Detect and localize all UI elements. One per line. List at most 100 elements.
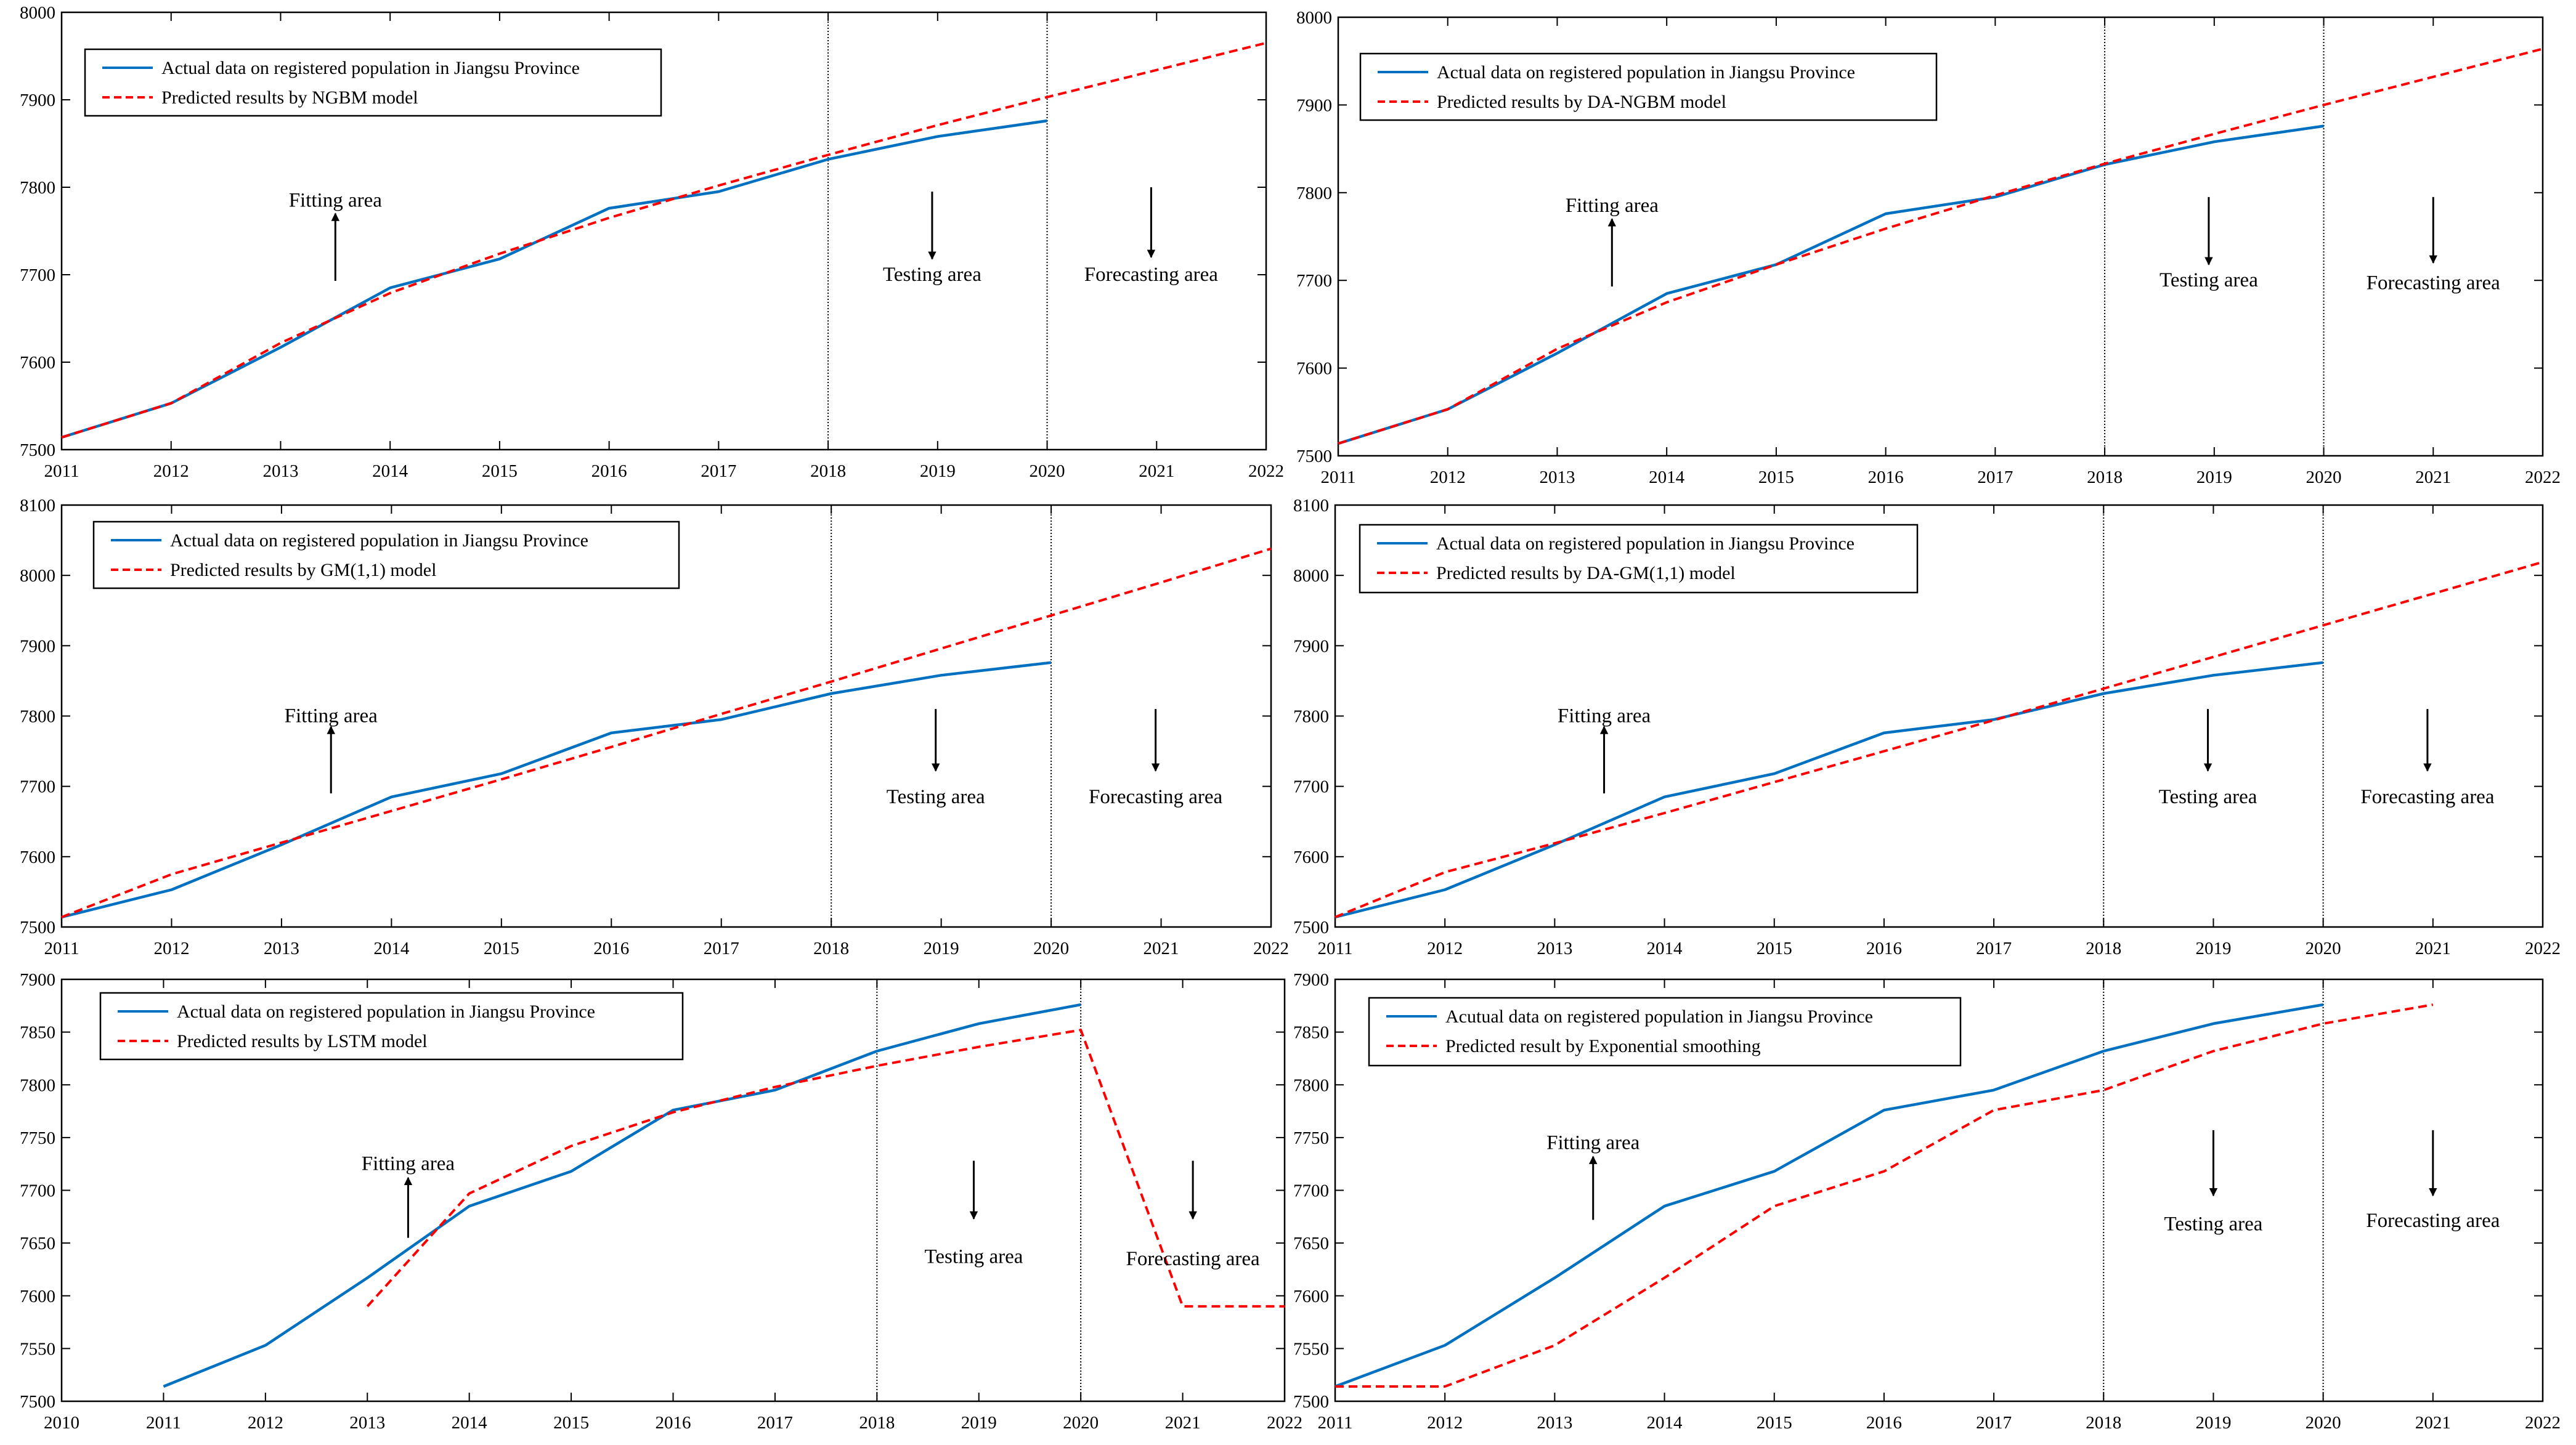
y-tick-label: 7700	[1293, 777, 1329, 797]
x-tick-label: 2022	[1253, 939, 1289, 958]
y-tick-label: 7900	[20, 636, 55, 656]
y-tick-label: 7700	[20, 777, 55, 797]
predicted-series-line	[1335, 561, 2543, 918]
x-tick-label: 2019	[924, 939, 959, 958]
y-tick-label: 7500	[1293, 1392, 1329, 1412]
legend: Acutual data on registered population in…	[1368, 997, 1962, 1067]
area-annotation-label: Forecasting area	[1126, 1248, 1260, 1270]
x-tick-label: 2018	[2086, 939, 2121, 958]
x-tick-label: 2020	[1063, 1413, 1099, 1433]
x-tick-label: 2018	[859, 1413, 895, 1433]
area-annotation-label: Testing area	[2164, 1213, 2263, 1235]
y-tick-label: 7600	[20, 848, 55, 867]
x-tick-label: 2016	[591, 461, 627, 481]
area-annotation-label: Testing area	[2160, 269, 2258, 291]
plot-frame	[1337, 16, 2544, 457]
y-tick-label: 8000	[20, 3, 55, 23]
x-tick-label: 2020	[2306, 1413, 2341, 1433]
x-tick-label: 2012	[1427, 939, 1463, 958]
x-tick-label: 2017	[701, 461, 736, 481]
x-tick-label: 2011	[146, 1413, 181, 1433]
plot-frame	[60, 11, 1267, 451]
y-tick-label: 7500	[20, 440, 55, 460]
actual-series-line	[1335, 1003, 2323, 1388]
x-tick-label: 2014	[1649, 467, 1685, 487]
x-tick-label: 2022	[1248, 461, 1284, 481]
x-tick-label: 2020	[2306, 939, 2341, 958]
x-tick-label: 2016	[1866, 1413, 1902, 1433]
x-tick-label: 2016	[593, 939, 629, 958]
area-annotation-label: Fitting area	[289, 189, 383, 211]
y-tick-label: 7900	[1293, 970, 1329, 990]
predicted-series-line	[61, 41, 1267, 439]
y-tick-label: 7900	[20, 91, 55, 110]
area-annotation-label: Fitting area	[285, 705, 378, 727]
legend-label: Actual data on registered population in …	[170, 530, 588, 551]
legend: Actual data on registered population in …	[99, 992, 684, 1061]
legend-box	[1368, 997, 1962, 1067]
y-tick-label: 7900	[1296, 95, 1332, 115]
predicted-series-line	[1338, 47, 2543, 445]
chart-panel-4: 2011 2012 2013 2014 2015 2016 2017 2018 2019 2020…	[1293, 496, 2561, 958]
y-tick-label: 7650	[1293, 1234, 1329, 1253]
x-tick-label: 2017	[757, 1413, 793, 1433]
y-tick-label: 7900	[1293, 636, 1329, 656]
y-tick-label: 7850	[20, 1023, 55, 1043]
x-tick-label: 2013	[264, 939, 299, 958]
legend-label: Actual data on registered population in …	[1436, 533, 1855, 554]
y-tick-label: 7800	[1293, 1075, 1329, 1095]
x-tick-label: 2012	[153, 461, 189, 481]
legend-box	[99, 992, 684, 1061]
x-tick-label: 2011	[1321, 467, 1356, 487]
x-tick-label: 2016	[1866, 939, 1902, 958]
x-tick-label: 2017	[1976, 939, 2012, 958]
x-tick-label: 2012	[248, 1413, 283, 1433]
y-tick-label: 7800	[1296, 184, 1332, 203]
actual-series-line	[61, 119, 1047, 439]
y-tick-label: 7500	[1293, 918, 1329, 937]
chart-panel-6: 2011 2012 2013 2014 2015 2016 2017 2018 2019 2020…	[1293, 970, 2561, 1433]
x-tick-label: 2011	[1318, 1413, 1353, 1433]
y-tick-label: 7700	[1296, 271, 1332, 291]
x-tick-label: 2011	[1318, 939, 1353, 958]
legend-label: Predicted results by GM(1,1) model	[170, 560, 436, 580]
y-tick-label: 7800	[20, 178, 55, 198]
y-tick-label: 8000	[1296, 8, 1332, 28]
legend-box	[1359, 52, 1938, 121]
x-tick-label: 2015	[553, 1413, 589, 1433]
x-tick-label: 2020	[1033, 939, 1069, 958]
legend-label: Acutual data on registered population in…	[1445, 1006, 1873, 1027]
legend-label: Predicted results by DA-GM(1,1) model	[1436, 563, 1736, 583]
x-tick-label: 2020	[2306, 467, 2342, 487]
x-tick-label: 2014	[452, 1413, 488, 1433]
actual-series-line	[1338, 124, 2324, 445]
area-annotation-label: Fitting area	[1566, 195, 1659, 217]
x-tick-label: 2016	[656, 1413, 691, 1433]
y-tick-label: 7750	[1293, 1128, 1329, 1148]
x-tick-label: 2017	[704, 939, 739, 958]
x-tick-label: 2013	[1537, 1413, 1572, 1433]
x-tick-label: 2014	[373, 939, 410, 958]
x-tick-label: 2018	[810, 461, 846, 481]
x-tick-label: 2021	[2415, 1413, 2451, 1433]
y-tick-label: 7800	[1293, 707, 1329, 727]
chart-panel-5: 2010 2011 2012 2013 2014 2015 2016 2017 2018 2019…	[20, 970, 1302, 1433]
y-tick-label: 7650	[20, 1234, 55, 1253]
actual-series-line	[61, 661, 1052, 919]
area-annotation-label: Forecasting area	[1084, 264, 1218, 286]
area-annotation-label: Testing area	[887, 786, 985, 808]
y-tick-label: 7850	[1293, 1023, 1329, 1043]
x-tick-label: 2019	[2195, 939, 2231, 958]
x-tick-label: 2012	[1427, 1413, 1463, 1433]
x-tick-label: 2019	[2196, 467, 2232, 487]
area-annotation-label: Fitting area	[1546, 1131, 1640, 1154]
area-annotation-label: Forecasting area	[2367, 272, 2500, 294]
y-tick-label: 7700	[1293, 1181, 1329, 1201]
chart-panel-1: 2011 2012 2013 2014 2015 2016 2017 2018 2019 2020…	[20, 3, 1284, 481]
y-tick-label: 8000	[1293, 566, 1329, 586]
area-annotation-label: Forecasting area	[2360, 786, 2494, 808]
y-tick-label: 8100	[1293, 496, 1329, 516]
x-tick-label: 2013	[1539, 467, 1575, 487]
x-tick-label: 2021	[1139, 461, 1174, 481]
